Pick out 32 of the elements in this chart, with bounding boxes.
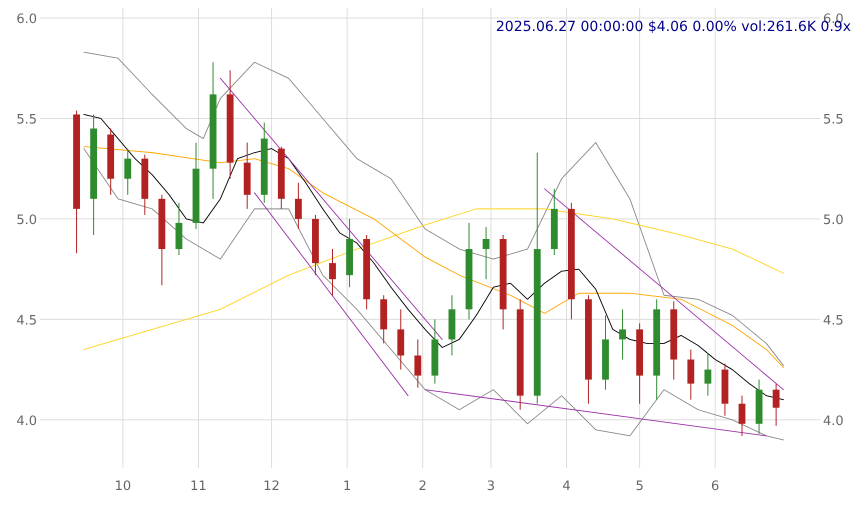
candlestick: [414, 338, 422, 388]
x-tick-label: 2: [418, 479, 427, 494]
candlestick: [482, 226, 490, 280]
line-series: [83, 208, 784, 350]
y-tick-label: 5.0: [16, 212, 37, 228]
candlestick: [738, 395, 746, 436]
y2-tick-label: 5.0: [823, 212, 844, 228]
y2-tick-label: 4.0: [823, 414, 844, 429]
candlestick: [619, 308, 626, 360]
x-tick-label: 1: [342, 479, 352, 494]
x-tick-label: 12: [263, 479, 280, 494]
y-tick-label: 6.0: [16, 12, 37, 28]
candlestick: [294, 182, 302, 230]
y2-tick-label: 4.5: [823, 313, 844, 328]
x-tick-label: 3: [486, 479, 496, 494]
y-tick-label: 4.0: [16, 414, 37, 429]
line-series: [83, 114, 784, 400]
y2-tick-label: 5.5: [823, 112, 844, 128]
x-tick-label: 4: [562, 479, 571, 494]
candlestick: [704, 353, 712, 396]
line-series: [83, 52, 784, 366]
candlestick: [124, 148, 132, 196]
candlestick: [329, 248, 336, 296]
candlestick: [772, 383, 780, 426]
x-tick-label: 10: [114, 479, 132, 494]
x-tick-label: 5: [635, 479, 644, 494]
y-tick-label: 5.5: [16, 112, 37, 128]
x-tick-label: 11: [190, 479, 207, 494]
line-series: [83, 148, 784, 440]
y-tick-label: 4.5: [16, 313, 37, 328]
x-tick-label: 6: [711, 479, 720, 494]
line-series: [83, 146, 784, 368]
